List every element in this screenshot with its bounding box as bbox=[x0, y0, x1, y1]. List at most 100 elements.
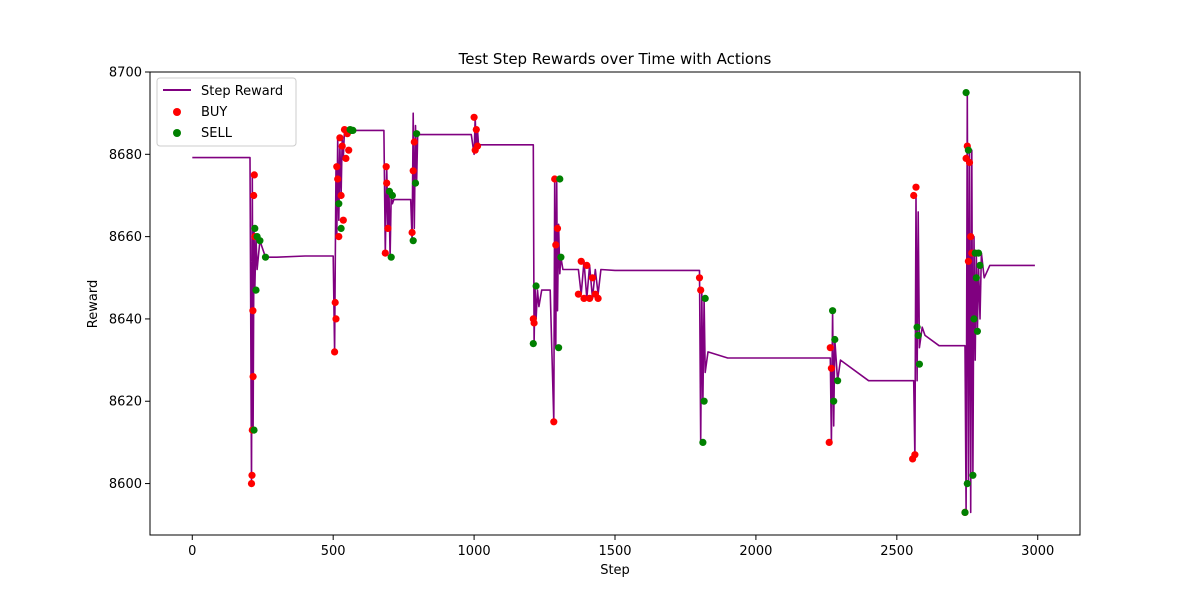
buy-marker bbox=[470, 113, 478, 121]
buy-marker bbox=[910, 191, 918, 200]
series-line-step-reward bbox=[192, 91, 1035, 514]
y-tick-label: 8640 bbox=[109, 312, 142, 327]
sell-marker bbox=[699, 438, 707, 446]
buy-marker bbox=[826, 344, 834, 352]
legend-sell-swatch bbox=[173, 129, 181, 137]
sell-marker bbox=[261, 253, 270, 261]
sell-marker bbox=[974, 249, 983, 257]
buy-marker bbox=[331, 348, 339, 356]
sell-marker bbox=[969, 471, 977, 479]
sell-marker bbox=[556, 175, 564, 183]
buy-marker bbox=[552, 241, 560, 249]
buy-marker bbox=[473, 142, 482, 150]
legend-label-buy: BUY bbox=[201, 105, 227, 120]
buy-marker bbox=[331, 298, 339, 307]
buy-marker bbox=[553, 224, 562, 232]
chart-title: Test Step Rewards over Time with Actions bbox=[458, 50, 772, 68]
buy-marker bbox=[409, 167, 417, 175]
buy-marker bbox=[342, 154, 350, 162]
sell-marker bbox=[830, 397, 838, 405]
buy-marker bbox=[911, 451, 919, 459]
sell-marker bbox=[973, 327, 982, 335]
plot-layer: 0 500 1000 1500 2000 2500 3000 8600 8620 8640 8660… bbox=[109, 66, 1081, 559]
buy-marker bbox=[249, 307, 257, 315]
sell-marker bbox=[914, 331, 922, 339]
buy-marker bbox=[912, 183, 920, 191]
sell-marker bbox=[555, 344, 563, 352]
x-tick-label: 1500 bbox=[598, 544, 631, 559]
sell-marker bbox=[972, 274, 980, 282]
buy-marker bbox=[550, 418, 558, 426]
buy-marker bbox=[382, 163, 390, 171]
sell-marker bbox=[915, 360, 924, 368]
buy-marker bbox=[338, 142, 346, 150]
y-tick-label: 8680 bbox=[109, 148, 142, 163]
buy-marker bbox=[332, 315, 340, 323]
y-tick-label: 8660 bbox=[109, 230, 142, 245]
buy-marker bbox=[530, 319, 538, 327]
buy-marker bbox=[825, 438, 833, 446]
sell-marker bbox=[963, 480, 971, 488]
x-tick-label: 2000 bbox=[739, 544, 772, 559]
buy-marker bbox=[577, 257, 585, 265]
buy-marker bbox=[247, 480, 256, 488]
sell-marker bbox=[411, 179, 420, 187]
legend-label-sell: SELL bbox=[201, 126, 233, 141]
y-tick-label: 8700 bbox=[109, 66, 142, 81]
x-tick-label: 3000 bbox=[1021, 544, 1054, 559]
buy-marker bbox=[964, 257, 973, 265]
buy-marker bbox=[551, 175, 559, 183]
buy-marker bbox=[250, 171, 258, 179]
buy-marker bbox=[333, 163, 341, 171]
x-tick-label: 2500 bbox=[880, 544, 913, 559]
buy-marker bbox=[583, 261, 591, 269]
sell-marker bbox=[970, 315, 978, 323]
buy-marker bbox=[345, 146, 353, 154]
sell-marker bbox=[251, 224, 259, 232]
legend-box bbox=[156, 77, 297, 147]
x-tick-label: 1000 bbox=[458, 544, 491, 559]
buy-marker bbox=[697, 286, 705, 294]
x-axis-label: Step bbox=[600, 563, 630, 578]
legend-buy-swatch bbox=[173, 108, 181, 116]
sell-marker bbox=[701, 294, 709, 302]
buy-marker bbox=[339, 216, 347, 224]
buy-marker bbox=[250, 191, 258, 200]
buy-marker bbox=[594, 294, 602, 302]
sell-marker bbox=[961, 508, 969, 516]
buy-marker bbox=[381, 249, 389, 257]
sell-marker bbox=[349, 126, 357, 134]
sell-marker bbox=[252, 286, 260, 294]
x-tick-label: 500 bbox=[321, 544, 346, 559]
y-tick-label: 8620 bbox=[109, 395, 142, 410]
sell-marker bbox=[337, 224, 345, 232]
sell-marker bbox=[700, 397, 708, 405]
buy-marker bbox=[472, 126, 480, 134]
sell-marker bbox=[256, 237, 264, 245]
sell-marker bbox=[529, 340, 537, 348]
x-tick-label: 0 bbox=[188, 544, 196, 559]
y-axis-label: Reward bbox=[86, 280, 101, 328]
buy-marker bbox=[588, 274, 597, 282]
buy-marker bbox=[965, 158, 974, 167]
buy-marker bbox=[574, 290, 583, 298]
sell-marker bbox=[413, 130, 421, 138]
buy-marker bbox=[695, 274, 704, 282]
legend-label-step-reward: Step Reward bbox=[201, 84, 283, 99]
buy-marker bbox=[827, 364, 836, 372]
buy-marker bbox=[335, 233, 343, 241]
y-tick-label: 8600 bbox=[109, 477, 142, 492]
sell-marker bbox=[250, 426, 258, 434]
sell-marker bbox=[831, 335, 839, 344]
sell-marker bbox=[409, 237, 417, 245]
buy-marker bbox=[249, 373, 257, 381]
legend: Step Reward BUY SELL bbox=[156, 77, 297, 147]
buy-marker bbox=[408, 228, 416, 237]
buy-marker bbox=[967, 233, 975, 241]
buy-marker bbox=[580, 294, 588, 302]
sell-marker bbox=[829, 307, 837, 315]
buy-marker bbox=[586, 294, 594, 302]
buy-marker bbox=[410, 138, 418, 146]
